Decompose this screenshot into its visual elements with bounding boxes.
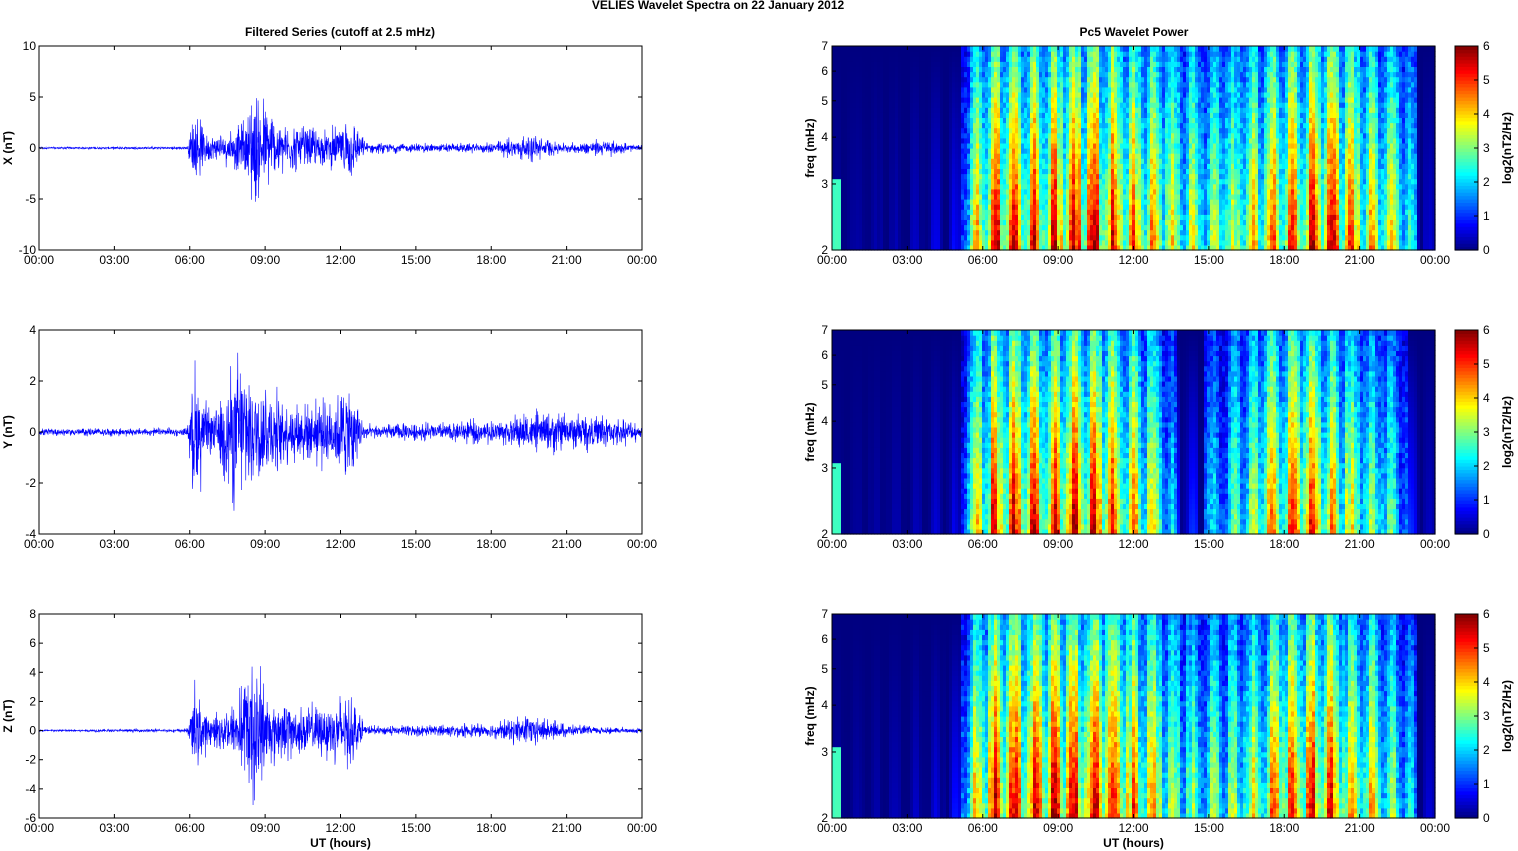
x-tick-label: 09:00 [250,821,280,835]
x-tick-label: 06:00 [175,537,205,551]
x-tick-label: 00:00 [24,253,54,267]
x-tick-label: 12:00 [325,821,355,835]
y-tick-label: 0 [29,425,36,439]
x-tick-label: 18:00 [476,253,506,267]
x-tick-label: 03:00 [99,253,129,267]
y-tick-label: -2 [25,753,36,767]
x-tick-label: 00:00 [24,821,54,835]
x-tick-label: 18:00 [476,821,506,835]
y-tick-label: 2 [29,694,36,708]
y-tick-label: 4 [29,323,36,337]
y-tick-label: 6 [29,636,36,650]
x-tick-label: 00:00 [627,537,657,551]
x-tick-label: 15:00 [401,253,431,267]
x-tick-label: 21:00 [552,821,582,835]
x-tick-label: 21:00 [552,537,582,551]
y-tick-label: 0 [29,141,36,155]
x-tick-label: 12:00 [325,537,355,551]
y-tick-label: 5 [29,90,36,104]
y-tick-label: 4 [29,665,36,679]
x-tick-label: 03:00 [99,537,129,551]
figure-title: VELIES Wavelet Spectra on 22 January 201… [592,0,845,12]
x-axis-label: UT (hours) [310,836,371,850]
y-tick-label: 0 [29,724,36,738]
x-tick-label: 09:00 [250,253,280,267]
x-tick-label: 06:00 [175,253,205,267]
y-tick-label: 10 [23,39,37,53]
x-tick-label: 09:00 [250,537,280,551]
x-tick-label: 03:00 [99,821,129,835]
x-tick-label: 18:00 [476,537,506,551]
y-axis-label: X (nT) [1,131,15,165]
y-tick-label: -2 [25,476,36,490]
x-tick-label: 12:00 [325,253,355,267]
x-tick-label: 21:00 [552,253,582,267]
y-tick-label: -4 [25,782,36,796]
y-tick-label: -5 [25,192,36,206]
y-axis-label: Z (nT) [1,699,15,732]
x-tick-label: 15:00 [401,821,431,835]
x-tick-label: 06:00 [175,821,205,835]
x-tick-label: 00:00 [627,253,657,267]
y-axis-label: Y (nT) [1,415,15,449]
y-tick-label: 8 [29,607,36,621]
x-tick-label: 15:00 [401,537,431,551]
right-column-title: Pc5 Wavelet Power [1080,25,1189,39]
x-tick-label: 00:00 [24,537,54,551]
y-tick-label: 2 [29,374,36,388]
left-column-title: Filtered Series (cutoff at 2.5 mHz) [245,25,435,39]
x-tick-label: 00:00 [627,821,657,835]
